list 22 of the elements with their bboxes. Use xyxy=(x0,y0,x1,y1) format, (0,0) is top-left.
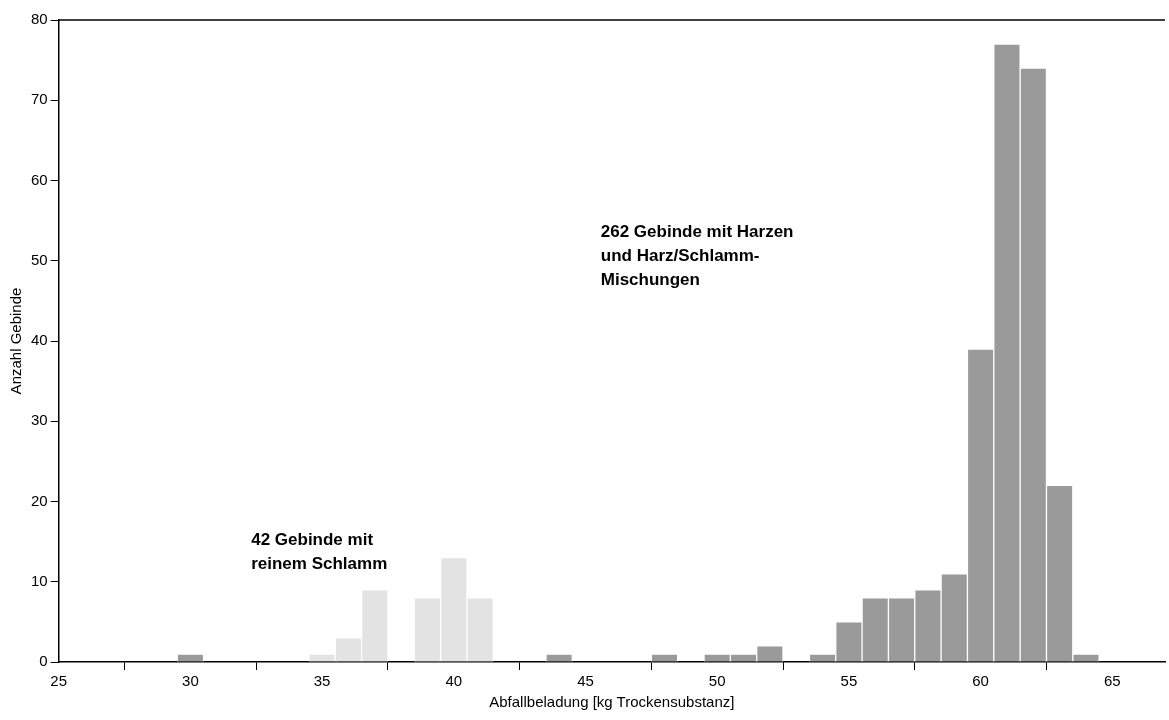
x-tick-label: 30 xyxy=(182,672,199,690)
x-tick-label: 40 xyxy=(445,672,463,690)
y-axis-title: Anzahl Gebinde xyxy=(7,287,25,395)
x-tick-label: 65 xyxy=(1103,672,1121,690)
y-tick-label: 40 xyxy=(31,331,48,349)
x-tick-label: 25 xyxy=(50,672,68,690)
x-axis-title: Abfallbeladung [kg Trockensubstanz] xyxy=(489,693,735,711)
x-tick-label: 50 xyxy=(708,672,726,690)
y-tick-label: 80 xyxy=(31,10,48,28)
y-tick-label: 70 xyxy=(31,90,48,108)
x-tick-label: 35 xyxy=(313,672,331,690)
y-tick-label: 0 xyxy=(39,652,48,670)
x-tick-label: 55 xyxy=(840,672,858,690)
y-tick-label: 60 xyxy=(31,170,48,188)
y-tick-label: 30 xyxy=(31,411,48,429)
y-tick-label: 50 xyxy=(31,250,48,268)
y-tick-label: 10 xyxy=(31,571,48,589)
x-tick-label: 60 xyxy=(972,672,989,690)
annotation: 262 Gebinde mit Harzen und Harz/Schlamm- Mischungen xyxy=(600,222,794,290)
annotation: 42 Gebinde mit reinem Schlamm xyxy=(251,529,388,573)
y-tick-label: 20 xyxy=(31,491,48,509)
x-tick-label: 45 xyxy=(577,672,594,690)
